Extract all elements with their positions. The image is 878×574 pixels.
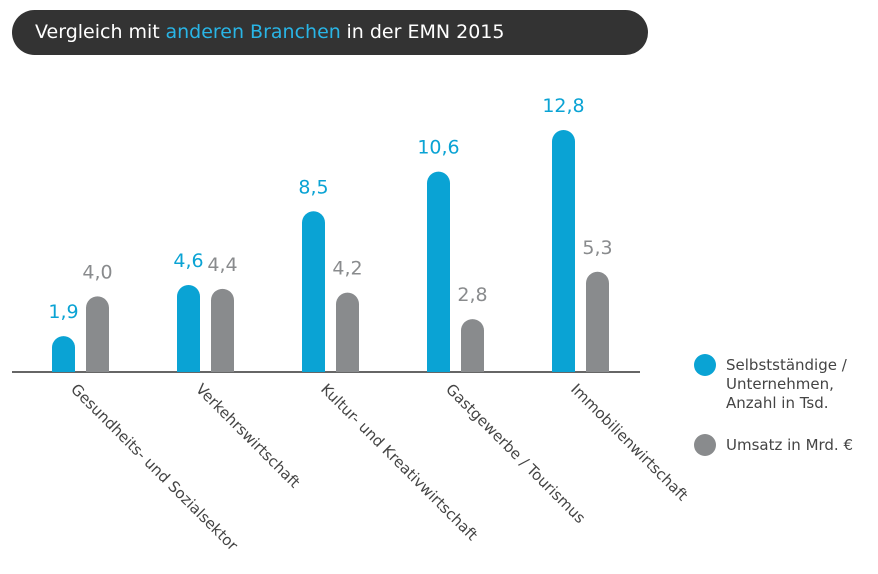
legend-label: Umsatz in Mrd. € xyxy=(726,436,854,454)
legend-item: Selbstständige / Unternehmen, Anzahl in … xyxy=(694,354,856,413)
x-tick-label: Immobilienwirtschaft xyxy=(567,380,691,504)
legend-item: Umsatz in Mrd. € xyxy=(694,434,856,456)
bar xyxy=(461,319,484,372)
x-tick-label: Verkehrswirtschaft xyxy=(192,380,303,491)
value-label: 8,5 xyxy=(298,176,328,198)
bar xyxy=(302,211,325,372)
bar xyxy=(336,292,359,372)
value-label: 12,8 xyxy=(542,95,584,117)
bar xyxy=(586,271,609,372)
value-label: 5,3 xyxy=(582,237,612,259)
title-part: in der EMN 2015 xyxy=(346,21,505,43)
value-label: 4,0 xyxy=(82,261,112,283)
value-label: 2,8 xyxy=(457,284,487,306)
legend-swatch xyxy=(694,354,716,376)
value-label: 4,2 xyxy=(332,258,362,280)
chart-title: Vergleich mit anderen Branchen in der EMN … xyxy=(12,10,648,55)
title-highlight: anderen Branchen xyxy=(165,21,341,43)
bar xyxy=(211,288,234,372)
legend-label: Selbstständige / Unternehmen, Anzahl in … xyxy=(726,356,847,412)
bar xyxy=(177,285,200,372)
bar xyxy=(86,296,109,372)
value-label: 4,6 xyxy=(173,250,203,272)
value-label: 1,9 xyxy=(48,301,78,323)
bar xyxy=(52,336,75,372)
value-label: 4,4 xyxy=(207,254,237,276)
bar xyxy=(427,171,450,372)
legend-swatch xyxy=(694,434,716,456)
x-tick-label: Gastgewerbe / Tourismus xyxy=(442,380,589,527)
title-part: Vergleich mit xyxy=(35,21,160,43)
value-label: 10,6 xyxy=(417,137,459,159)
bar xyxy=(552,130,575,372)
